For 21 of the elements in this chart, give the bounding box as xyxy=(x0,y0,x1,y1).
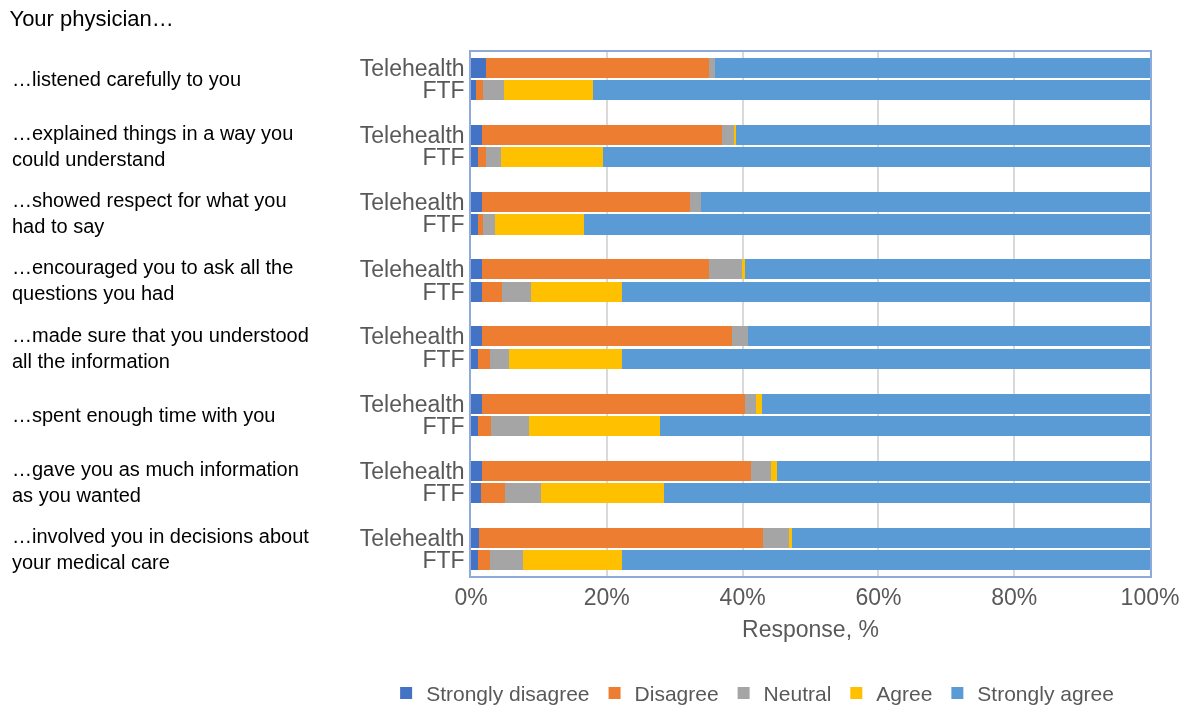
text: …listened carefully to you xyxy=(12,68,242,90)
x-tick-label: 60% xyxy=(855,584,902,611)
text: …showed respect for what you had to say xyxy=(12,189,287,237)
legend-label: Strongly disagree xyxy=(426,682,590,706)
legend-label: Agree xyxy=(876,682,933,706)
x-tick-label: 40% xyxy=(719,584,766,611)
text: …encouraged you to ask all the questions you had xyxy=(12,256,294,304)
text: …gave you as much information as you wanted xyxy=(12,458,299,506)
x-tick-label: 0% xyxy=(454,584,488,611)
legend-label: Neutral xyxy=(763,682,832,706)
x-tick-label: 80% xyxy=(991,584,1038,611)
x-axis-title: Response, % xyxy=(742,616,879,643)
text: …involved you in decisions about your medical care xyxy=(12,525,310,573)
legend-label: Strongly agree xyxy=(977,682,1114,706)
x-tick-label: 100% xyxy=(1120,584,1180,611)
text: …explained things in a way you could understand xyxy=(12,122,294,170)
text: …spent enough time with you xyxy=(12,404,276,426)
text: …made sure that you understood all the information xyxy=(12,324,309,372)
text: Your physician… xyxy=(9,6,174,32)
legend-label: Disagree xyxy=(634,682,719,706)
x-tick-label: 20% xyxy=(583,584,630,611)
